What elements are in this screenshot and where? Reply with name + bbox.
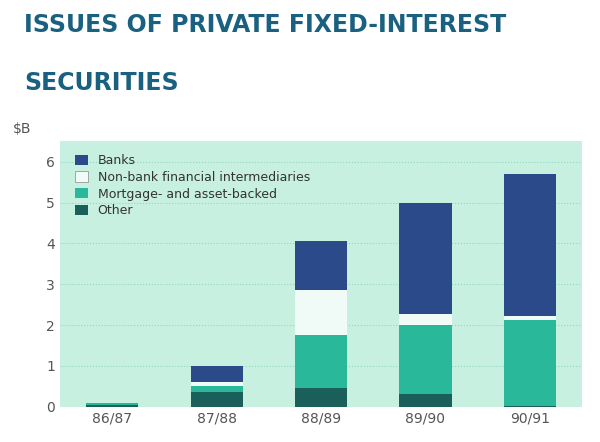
Bar	[400, 314, 452, 325]
Bar	[400, 202, 452, 314]
Bar	[191, 386, 242, 392]
Text: $B: $B	[13, 122, 32, 136]
Bar	[191, 366, 242, 382]
Text: ISSUES OF PRIVATE FIXED-INTEREST: ISSUES OF PRIVATE FIXED-INTEREST	[24, 13, 506, 37]
Bar	[86, 403, 139, 404]
Bar	[400, 394, 452, 407]
Bar	[191, 392, 242, 407]
Bar	[504, 320, 556, 406]
Bar	[504, 174, 556, 316]
Bar	[191, 382, 242, 386]
Bar	[295, 388, 347, 407]
Bar	[86, 404, 139, 407]
Bar	[504, 316, 556, 320]
Legend: Banks, Non-bank financial intermediaries, Mortgage- and asset-backed, Other: Banks, Non-bank financial intermediaries…	[71, 150, 314, 221]
Bar	[295, 290, 347, 335]
Bar	[400, 325, 452, 394]
Bar	[295, 335, 347, 388]
Text: SECURITIES: SECURITIES	[24, 71, 179, 95]
Bar	[295, 241, 347, 290]
Bar	[504, 406, 556, 407]
